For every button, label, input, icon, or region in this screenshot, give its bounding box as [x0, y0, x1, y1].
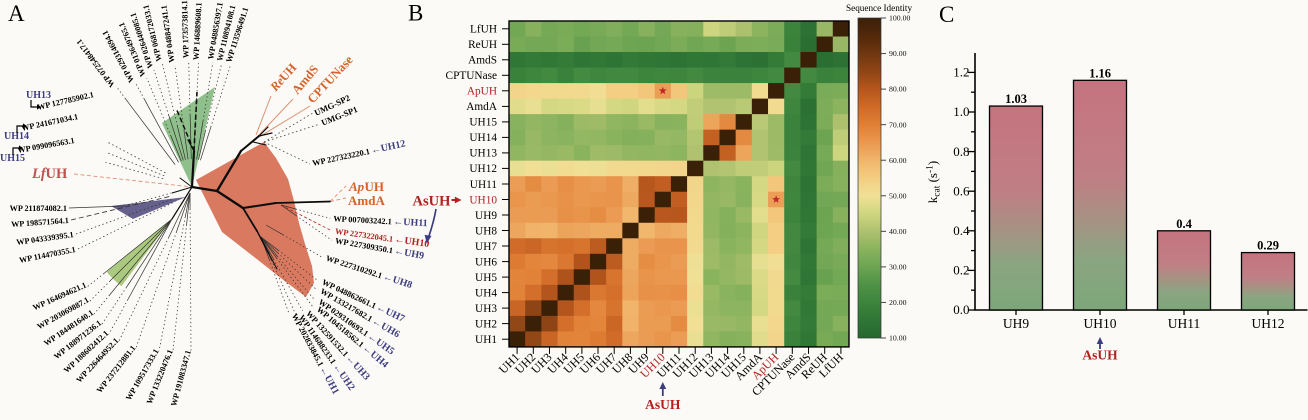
svg-text:UH12: UH12 — [1252, 316, 1285, 331]
svg-text:B: B — [408, 1, 423, 26]
svg-text:LfUH: LfUH — [470, 24, 497, 36]
svg-text:UH10: UH10 — [469, 194, 497, 206]
svg-text:20.00: 20.00 — [889, 298, 907, 307]
svg-text:40.00: 40.00 — [889, 227, 907, 236]
svg-text:C: C — [939, 2, 954, 27]
svg-text:AmdS: AmdS — [468, 55, 497, 67]
svg-text:ApUH: ApUH — [467, 86, 497, 98]
svg-text:UH11: UH11 — [470, 179, 497, 191]
svg-text:100.00: 100.00 — [889, 14, 911, 23]
svg-text:UH5: UH5 — [475, 272, 497, 284]
svg-text:AsUH: AsUH — [645, 397, 681, 412]
svg-text:70.00: 70.00 — [889, 120, 907, 129]
svg-text:UH2: UH2 — [475, 318, 497, 330]
svg-text:UH13: UH13 — [26, 90, 51, 101]
svg-text:AsUH: AsUH — [413, 194, 452, 210]
svg-text:ReUH: ReUH — [468, 39, 497, 51]
svg-text:UH15: UH15 — [469, 117, 497, 129]
svg-text:80.00: 80.00 — [889, 85, 907, 94]
svg-text:AmdA: AmdA — [348, 193, 385, 208]
svg-text:UH: UH — [365, 179, 385, 194]
svg-text:WP 173573814.1: WP 173573814.1 — [180, 0, 191, 58]
svg-text:30.00: 30.00 — [889, 263, 907, 272]
svg-text:50.00: 50.00 — [889, 191, 907, 200]
svg-text:90.00: 90.00 — [889, 49, 907, 58]
svg-text:←UH11: ←UH11 — [393, 216, 428, 229]
svg-text:UH10: UH10 — [1084, 316, 1117, 331]
svg-text:1.0: 1.0 — [953, 104, 969, 119]
svg-text:0.2: 0.2 — [953, 263, 969, 278]
svg-text:0.4: 0.4 — [1176, 217, 1192, 231]
svg-text:UH3: UH3 — [475, 303, 497, 315]
svg-text:UH6: UH6 — [475, 256, 497, 268]
svg-text:10.00: 10.00 — [889, 334, 907, 343]
svg-text:1.16: 1.16 — [1089, 66, 1111, 80]
svg-text:UH12: UH12 — [469, 163, 497, 175]
svg-text:AsUH: AsUH — [1082, 348, 1118, 363]
svg-text:UH4: UH4 — [475, 287, 497, 299]
svg-text:UH8: UH8 — [475, 225, 497, 237]
svg-text:UH14: UH14 — [469, 132, 497, 144]
svg-text:AmdA: AmdA — [466, 101, 498, 113]
svg-text:UH: UH — [46, 166, 68, 182]
svg-text:UH1: UH1 — [475, 334, 497, 346]
svg-text:0.0: 0.0 — [953, 302, 969, 317]
svg-text:UH9: UH9 — [475, 210, 497, 222]
svg-text:0.6: 0.6 — [953, 183, 970, 198]
svg-text:Sequence Identity: Sequence Identity — [846, 3, 912, 13]
svg-text:Ap: Ap — [348, 179, 365, 194]
svg-text:UH7: UH7 — [475, 241, 497, 253]
svg-text:A: A — [8, 1, 25, 26]
svg-text:0.29: 0.29 — [1257, 239, 1279, 253]
svg-text:60.00: 60.00 — [889, 156, 907, 165]
svg-text:UH11: UH11 — [1168, 316, 1201, 331]
svg-text:WP 211874082.1: WP 211874082.1 — [10, 204, 67, 213]
svg-text:1.2: 1.2 — [953, 65, 969, 80]
svg-text:UH9: UH9 — [1003, 316, 1029, 331]
svg-text:CPTUNase: CPTUNase — [446, 70, 497, 82]
svg-text:1.03: 1.03 — [1005, 92, 1027, 106]
svg-text:UH13: UH13 — [469, 148, 497, 160]
svg-text:0.4: 0.4 — [953, 223, 970, 238]
svg-text:0.8: 0.8 — [953, 144, 969, 159]
